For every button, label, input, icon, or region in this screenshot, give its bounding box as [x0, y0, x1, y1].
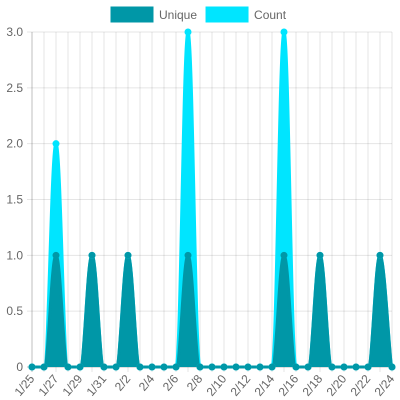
data-point-unique[interactable] [173, 364, 179, 370]
data-point-unique[interactable] [137, 364, 143, 370]
y-tick-label: 0 [16, 360, 23, 374]
data-point-unique[interactable] [65, 364, 71, 370]
x-axis-ticks: 1/251/271/291/31 2/2 2/4 2/6 2/82/102/122/14… [12, 372, 398, 399]
y-axis-ticks: 0 0.5 1.0 1.5 2.0 2.5 3.0 [6, 25, 23, 374]
data-point-unique[interactable] [233, 364, 239, 370]
legend-swatch [112, 8, 152, 21]
legend-label: Count [254, 8, 287, 22]
grid [27, 32, 392, 372]
data-point-unique[interactable] [53, 252, 59, 258]
legend-item-unique[interactable]: Unique [112, 8, 197, 22]
data-point-unique[interactable] [269, 364, 275, 370]
x-tick-label: 1/27 [36, 372, 62, 399]
data-point-unique[interactable] [161, 364, 167, 370]
y-tick-label: 1.0 [6, 248, 23, 262]
legend-swatch [207, 8, 247, 21]
x-tick-label: 2/12 [228, 372, 254, 399]
data-point-unique[interactable] [257, 364, 263, 370]
x-tick-label: 1/25 [12, 372, 38, 399]
y-tick-label: 1.5 [6, 193, 23, 207]
data-point-unique[interactable] [197, 364, 203, 370]
data-point-unique[interactable] [41, 364, 47, 370]
data-point-unique[interactable] [113, 364, 119, 370]
x-tick-label: 2/16 [276, 372, 302, 399]
data-point-unique[interactable] [341, 364, 347, 370]
data-point-count[interactable] [53, 141, 59, 147]
x-tick-label: 2/2 [112, 372, 134, 394]
data-point-count[interactable] [185, 29, 191, 35]
data-point-unique[interactable] [29, 364, 35, 370]
data-point-unique[interactable] [101, 364, 107, 370]
data-point-count[interactable] [281, 29, 287, 35]
data-point-unique[interactable] [365, 364, 371, 370]
data-point-unique[interactable] [245, 364, 251, 370]
x-tick-label: 2/22 [348, 372, 374, 399]
x-tick-label: 2/24 [372, 372, 398, 399]
x-tick-label: 1/29 [60, 372, 86, 399]
data-point-unique[interactable] [209, 364, 215, 370]
data-point-unique[interactable] [377, 252, 383, 258]
data-point-unique[interactable] [149, 364, 155, 370]
data-point-unique[interactable] [389, 364, 395, 370]
data-point-unique[interactable] [329, 364, 335, 370]
y-tick-label: 2.5 [6, 81, 23, 95]
x-tick-label: 2/4 [136, 372, 158, 394]
y-tick-label: 2.0 [6, 137, 23, 151]
data-point-unique[interactable] [89, 252, 95, 258]
data-point-unique[interactable] [125, 252, 131, 258]
data-point-unique[interactable] [221, 364, 227, 370]
data-point-unique[interactable] [185, 252, 191, 258]
legend[interactable]: Unique Count [112, 8, 287, 22]
x-tick-label: 2/6 [160, 372, 182, 394]
x-tick-label: 1/31 [84, 372, 110, 399]
x-tick-label: 2/18 [300, 372, 326, 399]
x-tick-label: 2/10 [204, 372, 230, 399]
data-point-unique[interactable] [293, 364, 299, 370]
data-point-unique[interactable] [317, 252, 323, 258]
y-tick-label: 3.0 [6, 25, 23, 39]
legend-label: Unique [159, 8, 197, 22]
y-tick-label: 0.5 [6, 304, 23, 318]
data-point-unique[interactable] [77, 364, 83, 370]
x-tick-label: 2/14 [252, 372, 278, 399]
legend-item-count[interactable]: Count [207, 8, 287, 22]
data-point-unique[interactable] [353, 364, 359, 370]
x-tick-label: 2/8 [184, 372, 206, 394]
x-tick-label: 2/20 [324, 372, 350, 399]
data-point-unique[interactable] [281, 252, 287, 258]
data-point-unique[interactable] [305, 364, 311, 370]
